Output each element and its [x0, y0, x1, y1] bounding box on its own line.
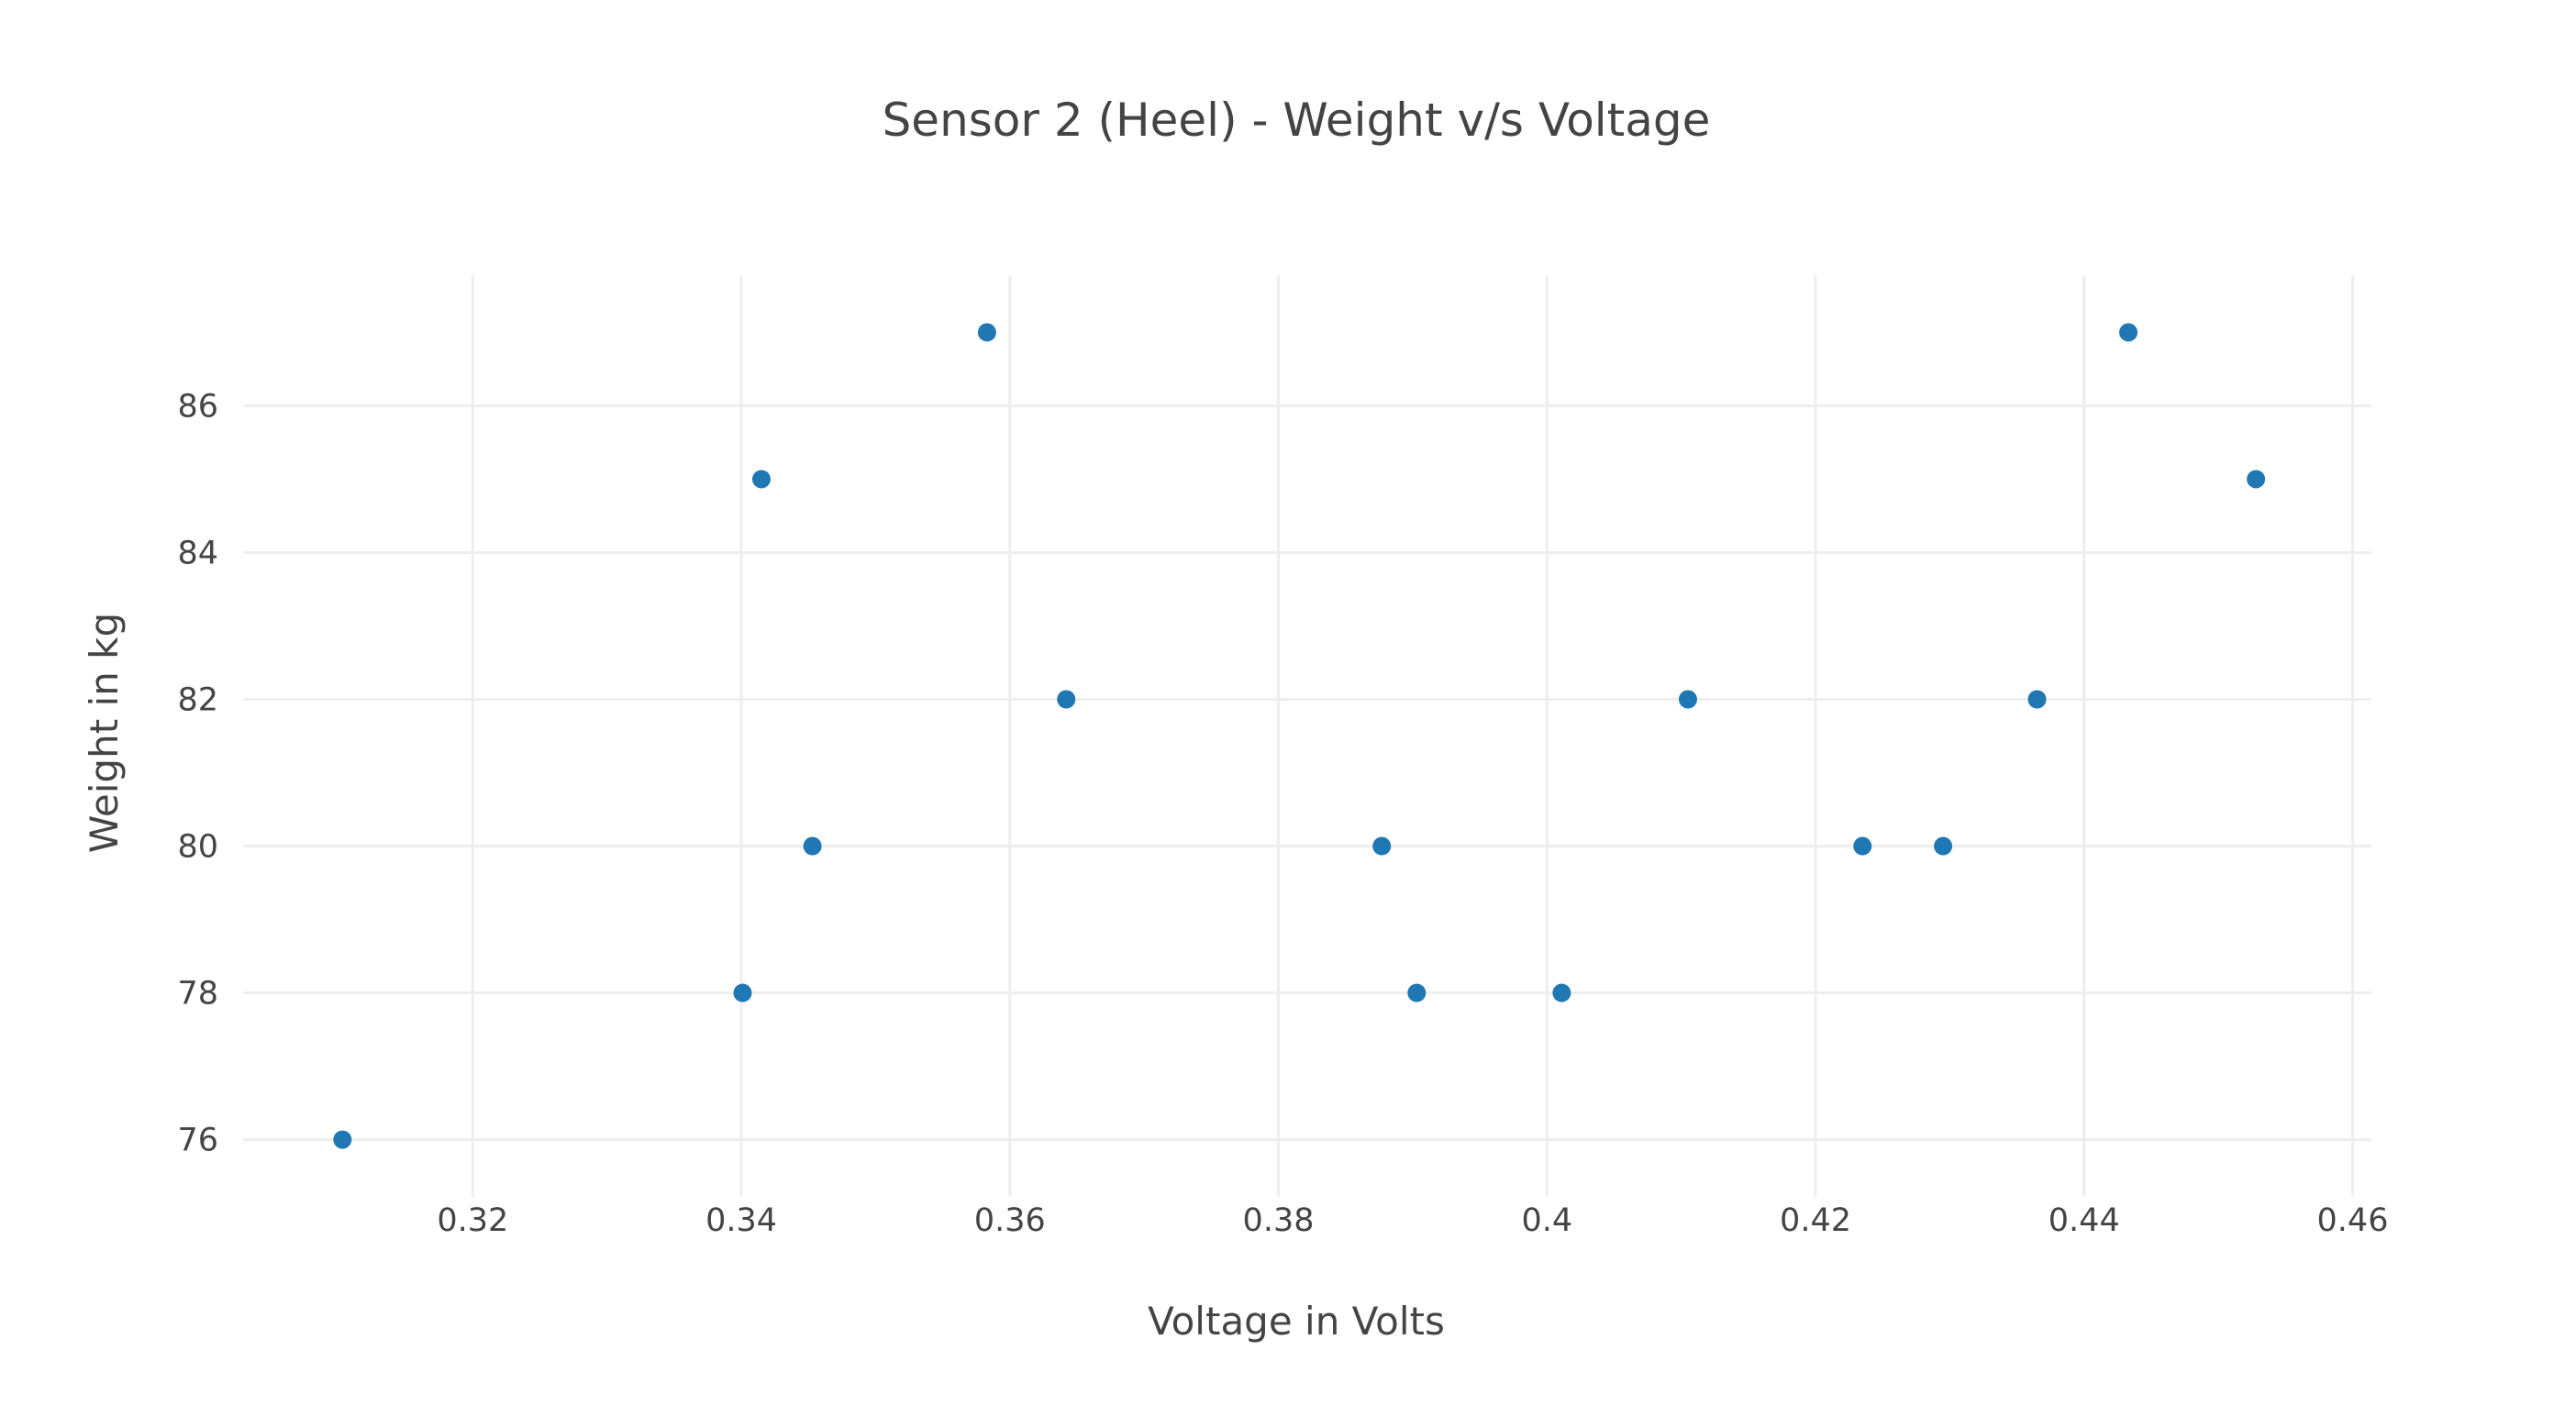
chart-title: Sensor 2 (Heel) - Weight v/s Voltage: [883, 94, 1711, 147]
data-point: [2119, 323, 2138, 342]
y-tick-label: 82: [177, 681, 218, 718]
y-axis-title: Weight in kg: [82, 613, 127, 853]
data-point: [803, 836, 822, 856]
data-point: [1057, 690, 1076, 709]
x-tick-label: 0.32: [437, 1202, 508, 1239]
data-point: [1853, 836, 1872, 856]
data-point: [1552, 983, 1571, 1002]
y-tick-label: 76: [177, 1123, 218, 1159]
data-point: [733, 983, 752, 1002]
data-point: [1372, 836, 1392, 856]
data-point: [2027, 690, 2047, 709]
x-tick-label: 0.4: [1521, 1202, 1572, 1239]
x-gridlines: [471, 275, 2355, 1197]
data-point: [2247, 470, 2266, 489]
y-tick-label: 80: [177, 829, 218, 866]
data-points: [333, 323, 2266, 1149]
data-point: [1407, 983, 1427, 1002]
data-point: [1678, 690, 1697, 709]
y-gridlines: [243, 404, 2371, 1142]
data-point: [977, 323, 996, 342]
x-tick-label: 0.34: [705, 1202, 777, 1239]
y-tick-labels: 76 78 80 82 84 86: [177, 388, 218, 1158]
x-tick-label: 0.36: [974, 1202, 1046, 1239]
x-tick-label: 0.38: [1243, 1202, 1315, 1239]
data-point: [333, 1130, 352, 1149]
y-tick-label: 86: [177, 388, 218, 425]
x-axis-title: Voltage in Volts: [1148, 1299, 1445, 1344]
x-tick-label: 0.46: [2317, 1202, 2389, 1239]
x-tick-label: 0.42: [1780, 1202, 1851, 1239]
y-tick-label: 84: [177, 535, 218, 571]
x-tick-label: 0.44: [2049, 1202, 2120, 1239]
data-point: [751, 470, 771, 489]
y-tick-label: 78: [177, 976, 218, 1013]
data-point: [1934, 836, 1953, 856]
x-tick-labels: 0.32 0.34 0.36 0.38 0.4 0.42 0.44 0.46: [437, 1202, 2388, 1239]
